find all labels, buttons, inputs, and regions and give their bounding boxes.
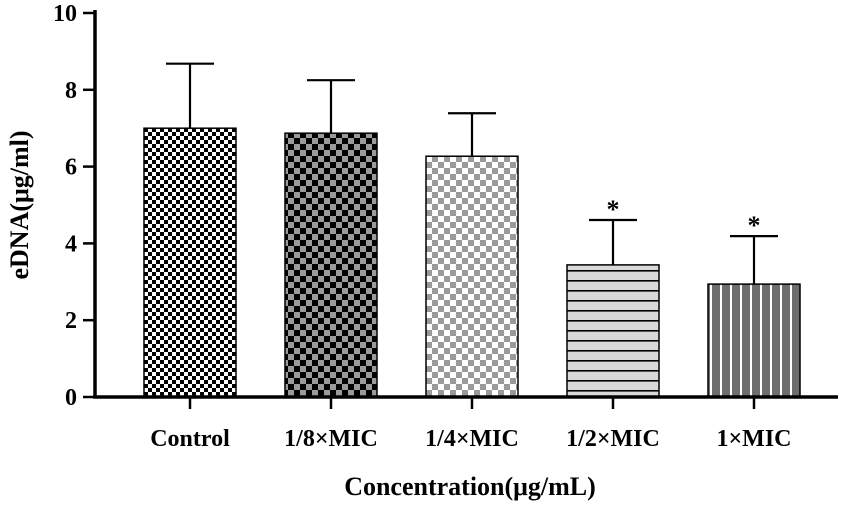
x-tick-label: 1/4×MIC (425, 426, 519, 452)
x-axis-title: Concentration(μg/mL) (344, 472, 596, 501)
y-tick-label: 0 (65, 385, 77, 411)
y-tick-label: 4 (65, 231, 77, 257)
bar (143, 127, 237, 398)
x-tick-label: 1/2×MIC (566, 426, 660, 452)
x-tick-labels: Control 1/8×MIC 1/4×MIC 1/2×MIC 1×MIC (150, 426, 791, 452)
significance-markers: ** (607, 195, 761, 240)
x-tick-label: Control (150, 426, 230, 452)
significance-label: * (748, 211, 761, 240)
significance-label: * (607, 195, 620, 224)
x-ticks (188, 397, 756, 409)
bar (707, 283, 801, 398)
y-ticks: 0 2 4 6 8 10 (53, 1, 95, 411)
x-tick-label: 1×MIC (717, 426, 792, 452)
y-tick-label: 6 (65, 155, 77, 181)
y-axis-title: eDNA(μg/ml) (5, 130, 34, 279)
y-tick-label: 10 (53, 1, 77, 27)
x-tick-label: 1/8×MIC (284, 426, 378, 452)
y-tick-label: 8 (65, 78, 77, 104)
bar (566, 264, 660, 398)
bars (143, 127, 801, 398)
y-tick-label: 2 (65, 308, 77, 334)
error-bars (166, 62, 778, 285)
bar (425, 155, 519, 398)
bar (284, 132, 378, 398)
